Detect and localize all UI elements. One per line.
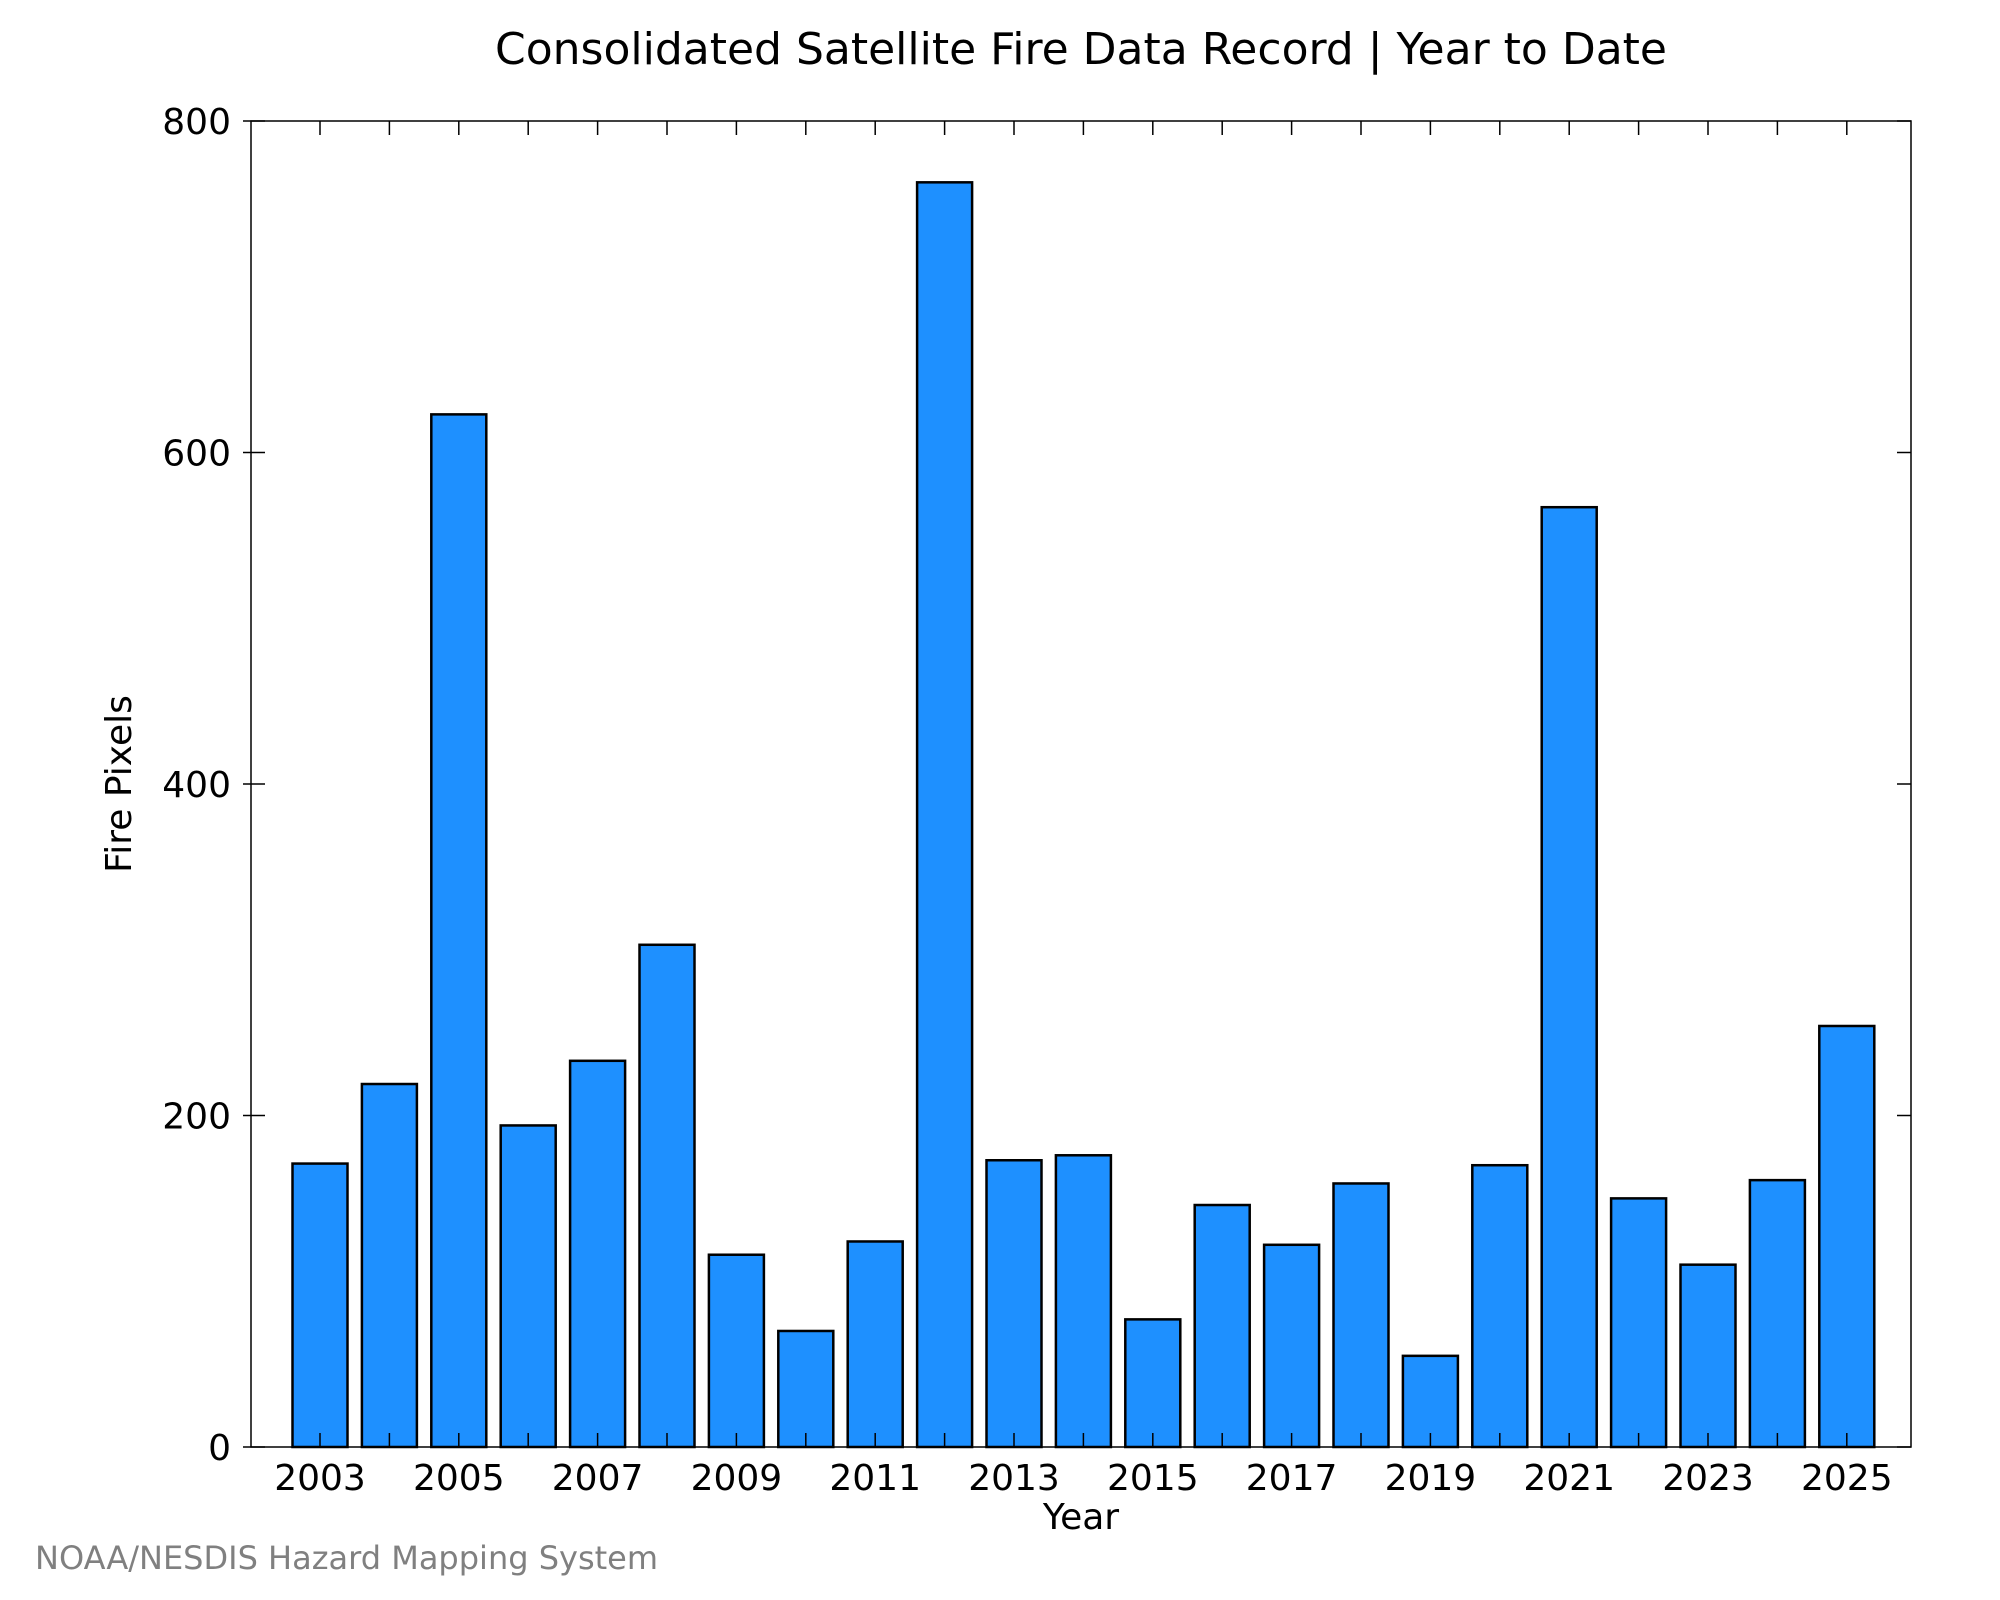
bar-2018 xyxy=(1332,1182,1390,1449)
x-tick-label-2019: 2019 xyxy=(1385,1458,1477,1499)
source-credit: NOAA/NESDIS Hazard Mapping System xyxy=(35,1539,658,1577)
x-tick-label-2005: 2005 xyxy=(413,1458,505,1499)
y-tick-label-200: 200 xyxy=(162,1097,231,1138)
bar-2010 xyxy=(777,1329,835,1449)
bar-2009 xyxy=(707,1253,766,1449)
x-tick-label-2017: 2017 xyxy=(1246,1458,1338,1499)
bar-2024 xyxy=(1748,1178,1807,1449)
bar-2021 xyxy=(1540,505,1598,1449)
bar-2007 xyxy=(568,1059,627,1449)
x-tick-label-2003: 2003 xyxy=(274,1458,366,1499)
x-tick-label-2013: 2013 xyxy=(968,1458,1060,1499)
y-tick-label-0: 0 xyxy=(208,1428,231,1469)
bar-2015 xyxy=(1124,1318,1182,1449)
bar-2016 xyxy=(1193,1203,1251,1449)
bars xyxy=(291,181,1876,1449)
chart-title: Consolidated Satellite Fire Data Record … xyxy=(495,24,1667,75)
x-tick-label-2011: 2011 xyxy=(829,1458,921,1499)
bar-2008 xyxy=(638,943,696,1449)
bar-2013 xyxy=(985,1159,1043,1449)
bar-2011 xyxy=(846,1240,904,1449)
x-tick-label-2007: 2007 xyxy=(552,1458,644,1499)
x-axis-title: Year xyxy=(1042,1497,1119,1538)
bar-2012 xyxy=(915,181,974,1449)
x-tick-label-2021: 2021 xyxy=(1523,1458,1615,1499)
y-axis-title: Fire Pixels xyxy=(99,695,140,873)
y-tick-label-800: 800 xyxy=(162,102,231,143)
bar-2025 xyxy=(1818,1024,1876,1449)
x-tick-label-2009: 2009 xyxy=(691,1458,783,1499)
bar-2004 xyxy=(360,1082,419,1449)
bar-2006 xyxy=(499,1124,557,1449)
bar-2023 xyxy=(1679,1263,1737,1449)
bar-2003 xyxy=(291,1162,349,1449)
y-tick-label-400: 400 xyxy=(162,765,231,806)
x-tick-label-2025: 2025 xyxy=(1801,1458,1893,1499)
x-tick-label-2023: 2023 xyxy=(1662,1458,1754,1499)
bar-2020 xyxy=(1471,1163,1529,1449)
y-axis-ticks: 0 200 400 600 800 xyxy=(162,102,1911,1469)
y-tick-label-600: 600 xyxy=(162,434,231,475)
bar-2014 xyxy=(1054,1154,1113,1449)
bar-2022 xyxy=(1609,1197,1668,1449)
x-tick-label-2015: 2015 xyxy=(1107,1458,1199,1499)
bar-2017 xyxy=(1262,1243,1321,1449)
x-axis-ticks: 2003 2005 2007 2009 2011 2013 2015 2017 2019 2021… xyxy=(274,121,1893,1499)
bar-2005 xyxy=(430,413,488,1449)
